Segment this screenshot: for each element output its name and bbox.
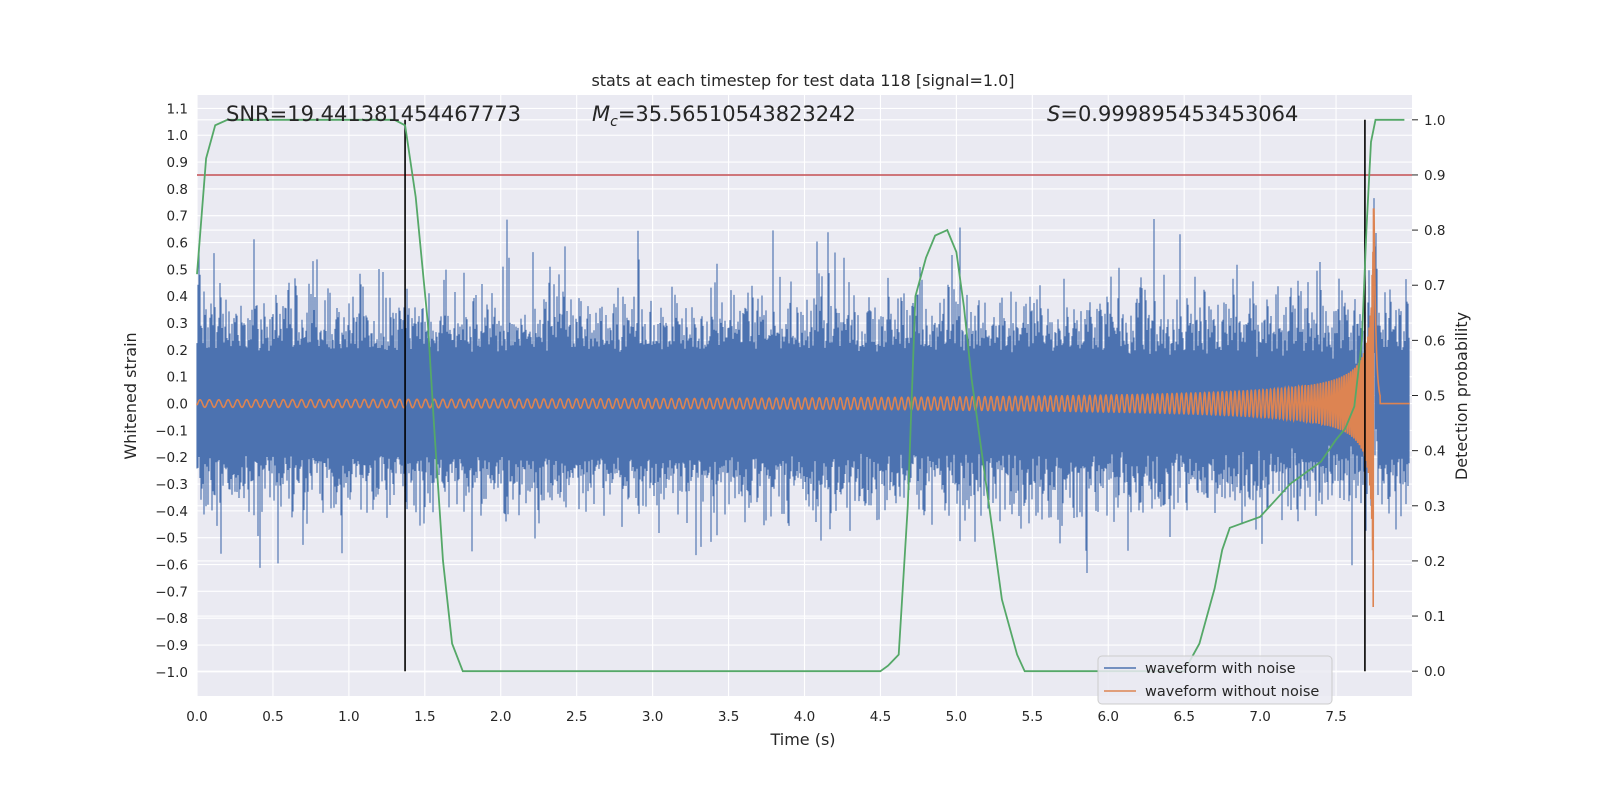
x-tick-label: 1.0 bbox=[338, 709, 359, 725]
waveform-without-noise-line bbox=[196, 208, 1410, 608]
y-left-tick-label: −0.2 bbox=[155, 450, 188, 466]
y-left-tick-label: 0.3 bbox=[167, 316, 188, 332]
y-left-axis-label: Whitened strain bbox=[121, 332, 140, 459]
x-tick-label: 0.0 bbox=[186, 709, 207, 725]
x-tick-label: 7.5 bbox=[1325, 709, 1346, 725]
x-tick-label: 3.0 bbox=[642, 709, 663, 725]
x-tick-label: 4.5 bbox=[870, 709, 891, 725]
y-left-tick-label: −1.0 bbox=[155, 665, 188, 681]
y-right-tick-label: 0.8 bbox=[1424, 223, 1445, 239]
x-tick-label: 5.0 bbox=[946, 709, 967, 725]
y-right-axis-ticks: 1.0 0.9 0.8 0.7 0.6 0.5 0.4 0.3 0.2 0.1 0.0 bbox=[1412, 113, 1445, 680]
x-tick-label: 0.5 bbox=[262, 709, 283, 725]
chirp-mass-subscript: c bbox=[610, 114, 618, 130]
x-tick-label: 7.0 bbox=[1249, 709, 1270, 725]
y-left-tick-label: 1.0 bbox=[167, 128, 188, 144]
score-value: =0.999895453453064 bbox=[1060, 102, 1298, 126]
score-symbol: S bbox=[1047, 102, 1060, 126]
x-tick-label: 6.5 bbox=[1173, 709, 1194, 725]
y-left-tick-label: −0.1 bbox=[155, 423, 188, 439]
legend-label-noisy: waveform with noise bbox=[1145, 661, 1296, 677]
y-right-tick-label: 0.0 bbox=[1424, 664, 1445, 680]
y-right-axis-label: Detection probability bbox=[1452, 312, 1471, 480]
x-tick-label: 2.0 bbox=[490, 709, 511, 725]
y-left-tick-label: −0.5 bbox=[155, 531, 188, 547]
legend-label-clean: waveform without noise bbox=[1145, 684, 1319, 700]
y-left-tick-label: 0.4 bbox=[167, 289, 188, 305]
y-left-tick-label: −0.6 bbox=[155, 558, 188, 574]
chirp-mass-value: =35.56510543823242 bbox=[618, 102, 856, 126]
x-axis-label: Time (s) bbox=[769, 730, 835, 749]
y-left-tick-label: −0.8 bbox=[155, 611, 188, 627]
y-left-tick-label: 0.7 bbox=[167, 209, 188, 225]
y-right-tick-label: 0.2 bbox=[1424, 554, 1445, 570]
y-left-tick-label: 0.0 bbox=[167, 397, 188, 413]
y-right-tick-label: 0.7 bbox=[1424, 278, 1445, 294]
score-annotation: S=0.999895453453064 bbox=[1047, 102, 1298, 126]
y-left-tick-label: −0.3 bbox=[155, 477, 188, 493]
y-left-tick-label: 0.2 bbox=[167, 343, 188, 359]
detection-probability-line bbox=[196, 118, 1405, 673]
x-tick-label: 6.0 bbox=[1098, 709, 1119, 725]
x-tick-label: 2.5 bbox=[566, 709, 587, 725]
legend-box bbox=[1097, 655, 1333, 705]
y-left-tick-label: 1.1 bbox=[167, 101, 188, 117]
snr-annotation: SNR=19.441381454467773 bbox=[226, 102, 521, 126]
chirp-mass-annotation: Mc=35.56510543823242 bbox=[592, 102, 856, 130]
y-left-tick-label: 0.1 bbox=[167, 370, 188, 386]
y-right-tick-label: 0.4 bbox=[1424, 444, 1445, 460]
y-right-tick-label: 0.3 bbox=[1424, 499, 1445, 515]
y-left-tick-label: −0.9 bbox=[155, 638, 188, 654]
legend: waveform with noise waveform without noi… bbox=[1097, 655, 1333, 705]
y-left-tick-label: −0.4 bbox=[155, 504, 188, 520]
y-right-tick-label: 0.5 bbox=[1424, 389, 1445, 405]
y-right-tick-label: 0.6 bbox=[1424, 333, 1445, 349]
y-left-tick-label: 0.9 bbox=[167, 155, 188, 171]
y-left-tick-label: 0.6 bbox=[167, 236, 188, 252]
y-left-tick-label: −0.7 bbox=[155, 584, 188, 600]
vertical-markers bbox=[197, 119, 1412, 672]
x-tick-label: 4.0 bbox=[794, 709, 815, 725]
x-tick-label: 1.5 bbox=[414, 709, 435, 725]
detection-probability-series bbox=[196, 118, 1405, 673]
x-tick-label: 3.5 bbox=[718, 709, 739, 725]
y-left-tick-label: 0.5 bbox=[167, 262, 188, 278]
y-right-tick-label: 0.9 bbox=[1424, 168, 1445, 184]
y-right-tick-label: 0.1 bbox=[1424, 609, 1445, 625]
y-left-tick-label: 0.8 bbox=[167, 182, 188, 198]
chirp-mass-symbol: M bbox=[592, 102, 610, 126]
x-axis-ticks: 0.0 0.5 1.0 1.5 2.0 2.5 3.0 3.5 4.0 4.5 5.0 5.5 6.0 6… bbox=[186, 709, 1347, 725]
y-right-tick-label: 1.0 bbox=[1424, 113, 1445, 129]
chart-title: stats at each timestep for test data 118… bbox=[591, 71, 1014, 90]
y-left-axis-ticks: 1.1 1.0 0.9 0.8 0.7 0.6 0.5 0.4 0.3 0.2 0.1 0.0 −0.1… bbox=[155, 101, 188, 680]
waveform-without-noise-series bbox=[196, 208, 1410, 608]
x-tick-label: 5.5 bbox=[1022, 709, 1043, 725]
